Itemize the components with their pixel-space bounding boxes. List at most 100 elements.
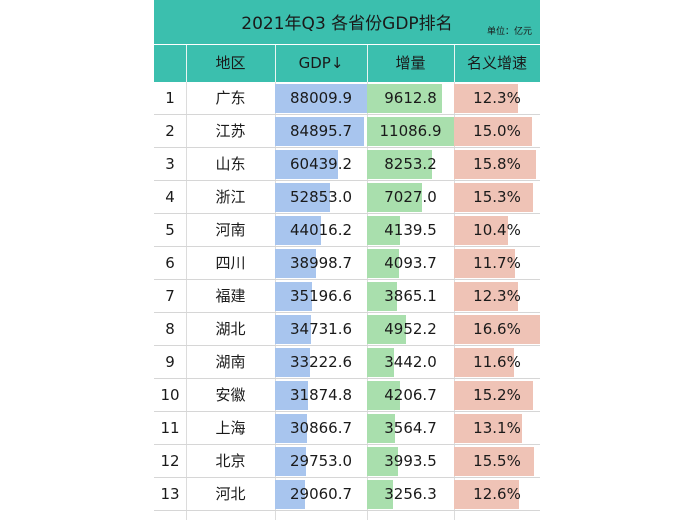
growth-rate-cell: 11.6% <box>473 353 521 371</box>
gdp-bar <box>275 315 312 344</box>
table-row[interactable]: 9 湖南 33222.6 3442.0 11.6% <box>154 346 540 379</box>
table-row[interactable]: 2 江苏 84895.7 11086.9 15.0% <box>154 115 540 148</box>
region-cell: 上海 <box>215 419 246 437</box>
increase-cell: 3256.3 <box>384 485 437 503</box>
increase-bar <box>367 480 393 509</box>
increase-cell: 3564.7 <box>384 419 437 437</box>
gdp-cell: 35196.6 <box>289 287 353 305</box>
header-nominal-growth[interactable]: 名义增速 <box>466 54 527 72</box>
increase-bar <box>367 216 400 245</box>
rank-cell: 9 <box>165 353 175 371</box>
table-row[interactable]: 4 浙江 52853.0 7027.0 15.3% <box>154 181 540 214</box>
gdp-cell: 88009.9 <box>289 89 353 107</box>
gdp-bar <box>275 150 339 179</box>
gdp-cell: 30866.7 <box>289 419 353 437</box>
rank-cell: 1 <box>165 89 175 107</box>
rank-cell: 10 <box>160 386 180 404</box>
increase-cell: 4952.2 <box>384 320 437 338</box>
growth-rate-cell: 12.6% <box>473 485 521 503</box>
region-cell: 江苏 <box>215 122 246 140</box>
gdp-cell: 29060.7 <box>289 485 353 503</box>
increase-cell: 4206.7 <box>384 386 437 404</box>
header-divider <box>367 45 368 82</box>
growth-rate-cell: 15.5% <box>473 452 521 470</box>
growth-rate-bar <box>454 414 522 443</box>
header-divider <box>275 45 276 82</box>
gdp-bar <box>275 117 364 146</box>
increase-bar <box>367 447 399 476</box>
region-cell: 山东 <box>215 155 246 173</box>
gdp-cell: 31874.8 <box>289 386 353 404</box>
growth-rate-cell: 11.7% <box>473 254 521 272</box>
growth-rate-cell: 10.4% <box>473 221 521 239</box>
header-divider <box>454 45 455 82</box>
table-row[interactable]: 5 河南 44016.2 4139.5 10.4% <box>154 214 540 247</box>
growth-rate-bar <box>454 84 518 113</box>
gdp-cell: 38998.7 <box>289 254 353 272</box>
increase-cell: 9612.8 <box>384 89 437 107</box>
region-cell: 四川 <box>215 254 246 272</box>
rank-cell: 12 <box>160 452 180 470</box>
increase-bar <box>367 381 400 410</box>
table-row[interactable]: 12 北京 29753.0 3993.5 15.5% <box>154 445 540 478</box>
gdp-bar <box>275 249 316 278</box>
table-row[interactable]: 8 湖北 34731.6 4952.2 16.6% <box>154 313 540 346</box>
table-row[interactable]: 11 上海 30866.7 3564.7 13.1% <box>154 412 540 445</box>
rank-cell: 13 <box>160 485 180 503</box>
gdp-bar <box>275 381 309 410</box>
rank-cell: 6 <box>165 254 175 272</box>
unit-label: 单位：亿元 <box>486 27 532 37</box>
increase-bar <box>367 348 394 377</box>
rank-cell: 4 <box>165 188 175 206</box>
rank-cell: 2 <box>165 122 175 140</box>
increase-bar <box>367 84 443 113</box>
gdp-bar <box>275 414 308 443</box>
region-cell: 浙江 <box>215 188 246 206</box>
table-row[interactable]: 7 福建 35196.6 3865.1 12.3% <box>154 280 540 313</box>
rank-cell: 5 <box>165 221 175 239</box>
gdp-bar <box>275 282 312 311</box>
region-cell: 安徽 <box>215 386 246 404</box>
table-row[interactable]: 3 山东 60439.2 8253.2 15.8% <box>154 148 540 181</box>
column-divider <box>186 82 187 520</box>
increase-cell: 3993.5 <box>384 452 437 470</box>
gdp-cell: 29753.0 <box>289 452 353 470</box>
gdp-bar <box>275 183 331 212</box>
gdp-bar <box>275 348 310 377</box>
growth-rate-bar <box>454 447 535 476</box>
header-divider <box>186 45 187 82</box>
region-cell: 福建 <box>215 287 246 305</box>
increase-cell: 4093.7 <box>384 254 437 272</box>
increase-bar <box>367 315 406 344</box>
growth-rate-bar <box>454 381 533 410</box>
growth-rate-bar <box>454 348 515 377</box>
growth-rate-bar <box>454 315 540 344</box>
increase-cell: 11086.9 <box>379 122 442 140</box>
gdp-cell: 44016.2 <box>289 221 353 239</box>
rank-cell: 8 <box>165 320 175 338</box>
increase-cell: 7027.0 <box>384 188 437 206</box>
table-row[interactable]: 1 广东 88009.9 9612.8 12.3% <box>154 82 540 115</box>
header-gdp-sorted[interactable]: GDP↓ <box>298 54 344 72</box>
growth-rate-bar <box>454 249 515 278</box>
gdp-cell: 84895.7 <box>289 122 353 140</box>
gdp-bar <box>275 447 307 476</box>
growth-rate-bar <box>454 282 518 311</box>
rank-cell: 11 <box>160 419 180 437</box>
growth-rate-cell: 13.1% <box>473 419 521 437</box>
gdp-table: 2021年Q3 各省份GDP排名 单位：亿元 地区 GDP↓ 增量 名义增速 1… <box>154 0 540 520</box>
increase-cell: 8253.2 <box>384 155 437 173</box>
region-cell: 河北 <box>215 485 246 503</box>
gdp-cell: 34731.6 <box>289 320 353 338</box>
growth-rate-bar <box>454 117 532 146</box>
growth-rate-cell: 12.3% <box>473 89 521 107</box>
growth-rate-cell: 16.6% <box>473 320 521 338</box>
table-row[interactable]: 10 安徽 31874.8 4206.7 15.2% <box>154 379 540 412</box>
region-cell: 北京 <box>215 452 246 470</box>
table-row[interactable]: 6 四川 38998.7 4093.7 11.7% <box>154 247 540 280</box>
header-region[interactable]: 地区 <box>215 54 246 72</box>
rank-cell: 7 <box>165 287 175 305</box>
growth-rate-bar <box>454 150 536 179</box>
table-row[interactable]: 13 河北 29060.7 3256.3 12.6% <box>154 478 540 511</box>
header-increase[interactable]: 增量 <box>395 54 426 72</box>
